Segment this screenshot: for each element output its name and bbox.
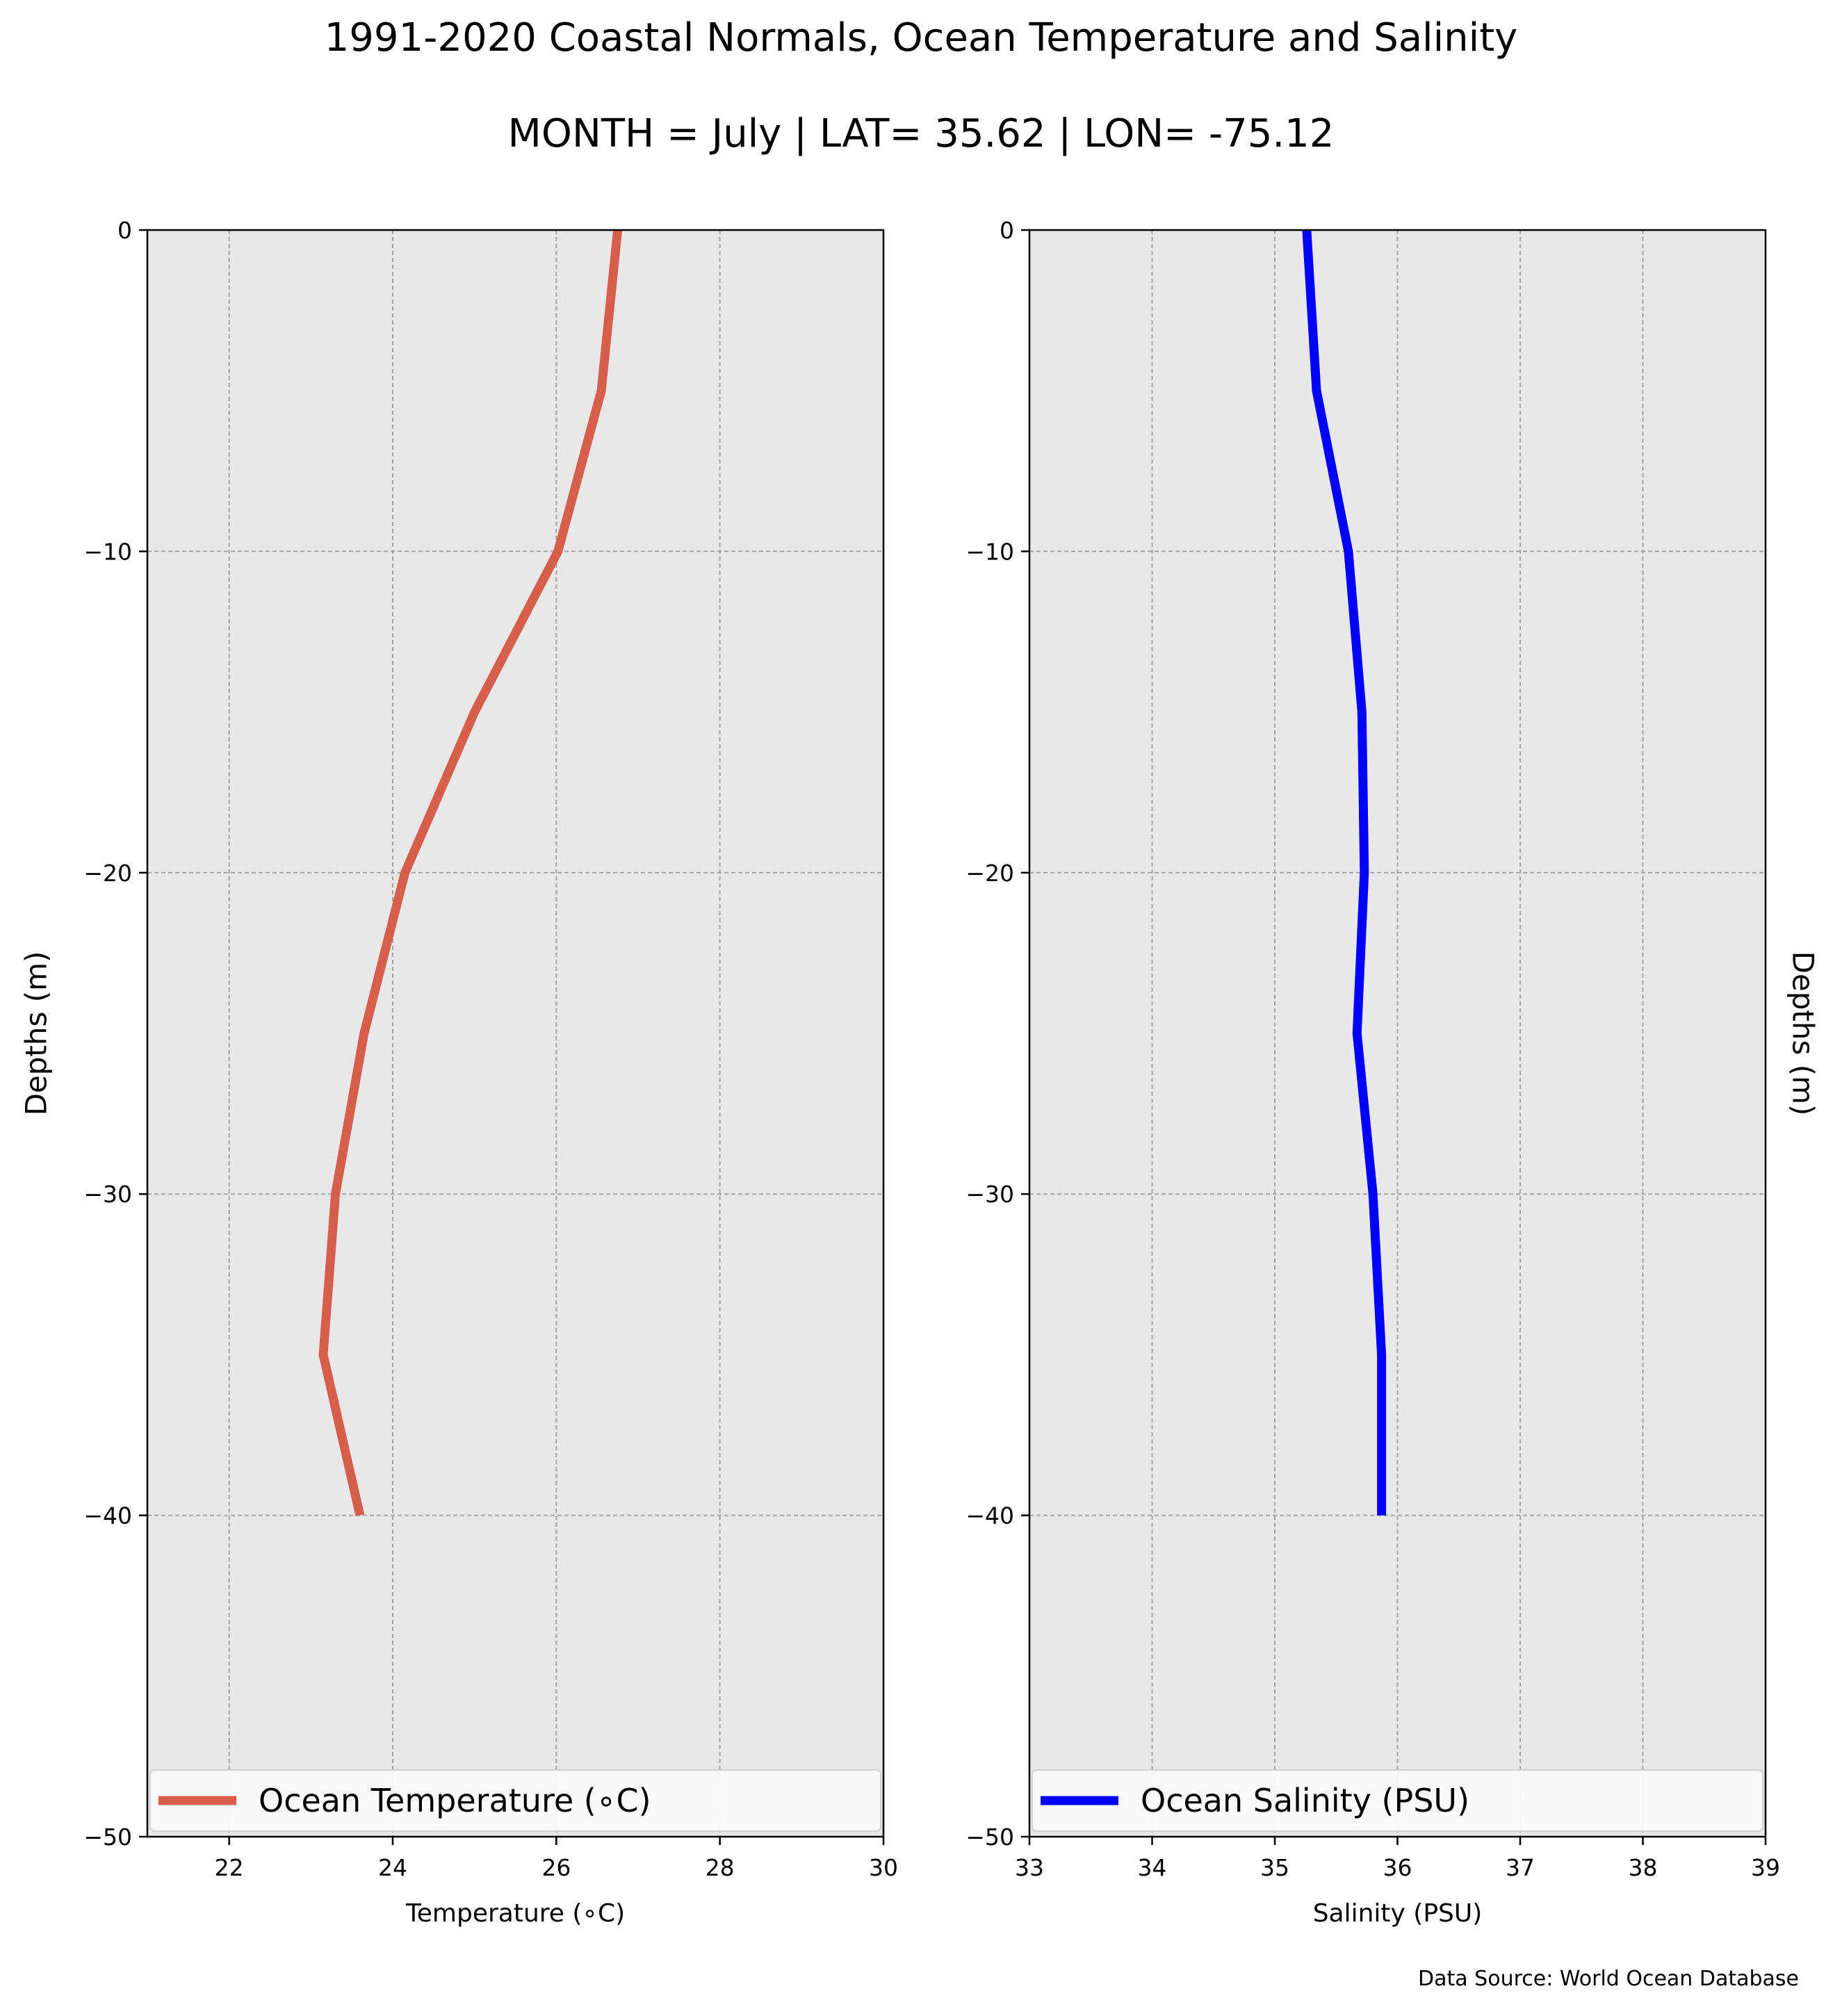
x-tick-label: 34 xyxy=(1138,1854,1167,1881)
x-tick-label: 36 xyxy=(1383,1854,1412,1881)
y-tick-label: −40 xyxy=(965,1502,1014,1530)
y-tick-label: −10 xyxy=(83,538,132,565)
y-axis-label: Depths (m) xyxy=(1786,951,1820,1116)
legend-label: Ocean Salinity (PSU) xyxy=(1141,1782,1469,1819)
chart-title: 1991-2020 Coastal Normals, Ocean Tempera… xyxy=(324,15,1518,60)
legend-label: Ocean Temperature (∘C) xyxy=(259,1782,651,1819)
y-tick-label: 0 xyxy=(1000,217,1014,244)
y-tick-label: −40 xyxy=(83,1502,132,1530)
x-tick-label: 38 xyxy=(1629,1854,1658,1881)
y-axis-label: Depths (m) xyxy=(19,951,54,1116)
x-tick-label: 24 xyxy=(378,1854,407,1881)
chart-panel-2: Ocean Salinity (PSU) 33 34 35 36 37 38 39 0 −10 −2… xyxy=(965,217,1820,1928)
x-tick-label: 35 xyxy=(1260,1854,1289,1881)
y-tick-label: 0 xyxy=(117,217,132,244)
plot-area xyxy=(147,230,883,1837)
x-tick-label: 22 xyxy=(215,1854,244,1881)
y-tick-label: −50 xyxy=(83,1824,132,1851)
x-tick-label: 39 xyxy=(1751,1854,1780,1881)
y-tick-label: −10 xyxy=(965,538,1014,565)
x-tick-label: 30 xyxy=(869,1854,898,1881)
x-axis-label: Temperature (∘C) xyxy=(405,1899,625,1928)
legend-box xyxy=(149,1769,881,1832)
y-tick-label: −50 xyxy=(965,1824,1014,1851)
chart-subtitle: MONTH = July | LAT= 35.62 | LON= -75.12 xyxy=(507,111,1335,156)
series-line xyxy=(318,229,623,1517)
series-line xyxy=(1302,229,1387,1516)
x-axis-label: Salinity (PSU) xyxy=(1313,1899,1483,1928)
x-tick-label: 37 xyxy=(1506,1854,1535,1881)
data-source: Data Source: World Ocean Database xyxy=(1418,1967,1799,1991)
y-tick-label: −30 xyxy=(965,1181,1014,1208)
x-tick-label: 33 xyxy=(1015,1854,1044,1881)
y-tick-label: −20 xyxy=(965,860,1014,887)
axes-frame xyxy=(146,229,885,1838)
chart-panel-1: Ocean Temperature (∘C) 22 24 26 28 30 0 −10 −20 −… xyxy=(19,217,899,1928)
y-tick-label: −20 xyxy=(83,860,132,887)
x-tick-label: 26 xyxy=(541,1854,571,1881)
legend-box xyxy=(1032,1769,1763,1832)
y-tick-label: −30 xyxy=(83,1181,132,1208)
x-tick-label: 28 xyxy=(706,1854,735,1881)
